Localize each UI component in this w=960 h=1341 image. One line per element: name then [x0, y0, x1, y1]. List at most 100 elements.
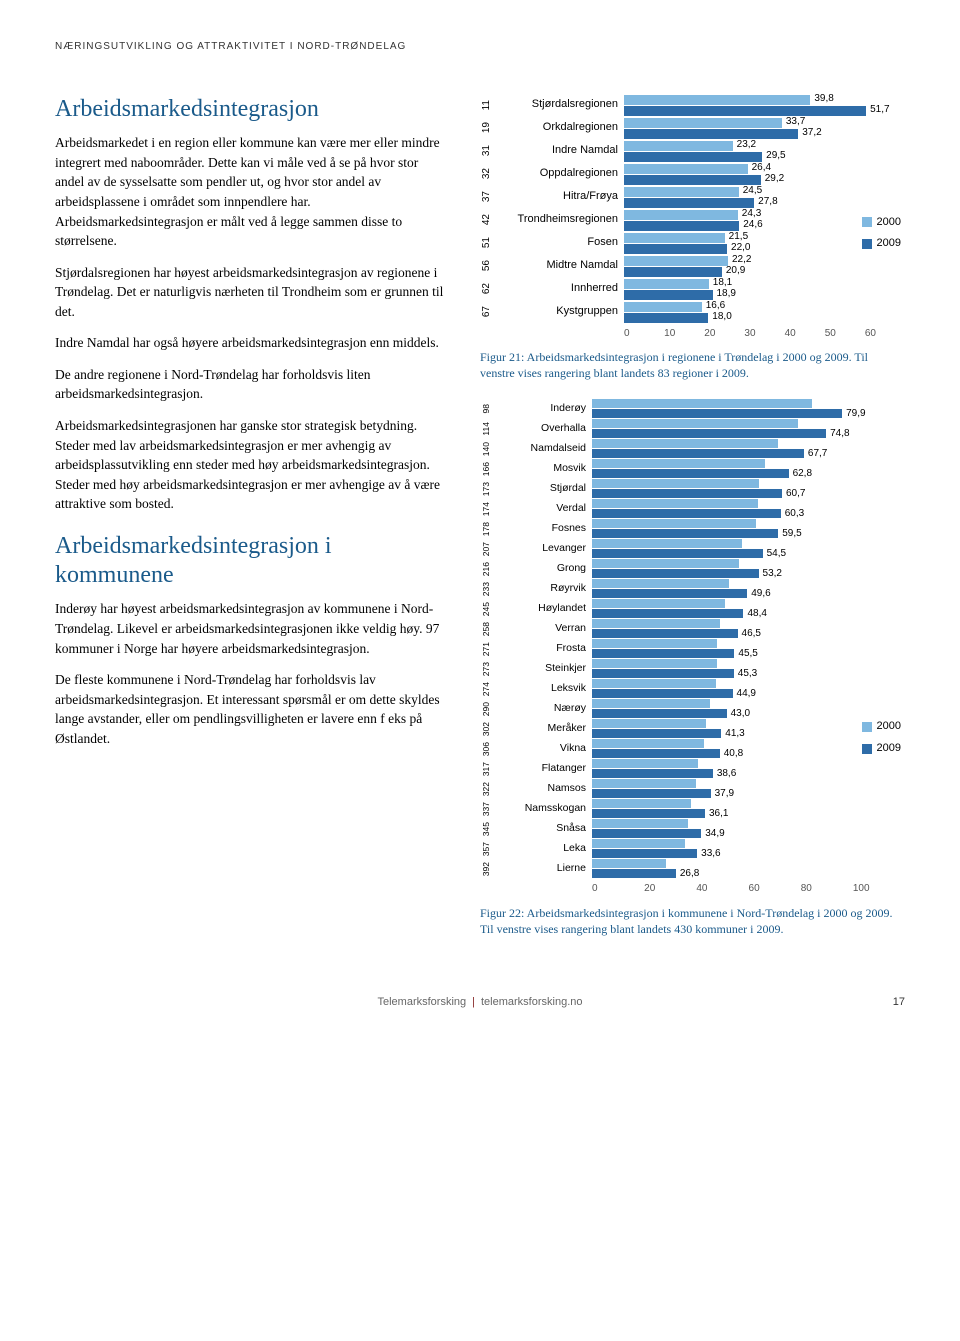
- row-bars: 21,522,0: [624, 233, 905, 254]
- row-label: Oppdalregionen: [502, 166, 624, 182]
- row-label: Flatanger: [500, 761, 592, 776]
- chart2-row: 357Leka33,6: [480, 839, 905, 858]
- row-rank: 258: [480, 622, 500, 636]
- bar-2009: 74,8: [592, 429, 905, 438]
- row-rank: 178: [480, 522, 500, 536]
- row-rank: 207: [480, 542, 500, 556]
- bar-2009: 26,8: [592, 869, 905, 878]
- bar-2009: 34,9: [592, 829, 905, 838]
- bar-value: 29,2: [765, 172, 784, 187]
- row-label: Grong: [500, 561, 592, 576]
- row-rank: 140: [480, 442, 500, 456]
- row-rank: 51: [480, 237, 502, 248]
- row-bars: 46,5: [592, 619, 905, 638]
- chart1-row: 32Oppdalregionen26,429,2: [480, 164, 905, 185]
- bar-value: 26,8: [680, 867, 699, 882]
- row-rank: 19: [480, 122, 502, 133]
- row-bars: 49,6: [592, 579, 905, 598]
- bar-2000: 33,7: [624, 118, 905, 128]
- row-bars: 45,3: [592, 659, 905, 678]
- row-bars: 45,5: [592, 639, 905, 658]
- row-bars: 67,7: [592, 439, 905, 458]
- chart2-row: 216Grong53,2: [480, 559, 905, 578]
- row-bars: 24,324,6: [624, 210, 905, 231]
- bar-2009: 53,2: [592, 569, 905, 578]
- row-rank: 357: [480, 842, 500, 856]
- row-rank: 322: [480, 782, 500, 796]
- bar-2009: 29,2: [624, 175, 905, 185]
- chart2-row: 114Overhalla74,8: [480, 419, 905, 438]
- bar-2009: 51,7: [624, 106, 905, 116]
- row-rank: 345: [480, 822, 500, 836]
- row-bars: 18,118,9: [624, 279, 905, 300]
- bar-2009: 48,4: [592, 609, 905, 618]
- chart2-row: 306Vikna40,8: [480, 739, 905, 758]
- bar-2009: 40,8: [592, 749, 905, 758]
- row-rank: 42: [480, 214, 502, 225]
- row-bars: 48,4: [592, 599, 905, 618]
- bar-2009: 45,3: [592, 669, 905, 678]
- row-bars: 43,0: [592, 699, 905, 718]
- row-bars: 39,851,7: [624, 95, 905, 116]
- row-label: Inderøy: [500, 401, 592, 416]
- row-label: Lierne: [500, 861, 592, 876]
- chart2-row: 274Leksvik44,9: [480, 679, 905, 698]
- bar-2000: [592, 819, 905, 828]
- row-label: Hitra/Frøya: [502, 189, 624, 205]
- bar-2009: 27,8: [624, 198, 905, 208]
- row-bars: 40,8: [592, 739, 905, 758]
- chart1-caption: Figur 21: Arbeidsmarkedsintegrasjon i re…: [480, 349, 905, 381]
- row-rank: 62: [480, 283, 502, 294]
- bar-2000: [592, 719, 905, 728]
- bar-2009: 46,5: [592, 629, 905, 638]
- chart2-row: 302Meråker41,3: [480, 719, 905, 738]
- heading-kommunene: Arbeidsmarkedsintegrasjon i kommunene: [55, 532, 450, 590]
- bar-2009: 67,7: [592, 449, 905, 458]
- bar-2000: [592, 439, 905, 448]
- chart1-row: 62Innherred18,118,9: [480, 279, 905, 300]
- bar-2009: 43,0: [592, 709, 905, 718]
- body-paragraph: Inderøy har høyest arbeidsmarkedsintegra…: [55, 599, 450, 658]
- bar-2000: [592, 759, 905, 768]
- right-column: 2000 2009 11Stjørdalsregionen39,851,719O…: [480, 95, 905, 956]
- bar-2000: 16,6: [624, 302, 905, 312]
- row-rank: 32: [480, 168, 502, 179]
- row-label: Mosvik: [500, 461, 592, 476]
- bar-2009: 38,6: [592, 769, 905, 778]
- chart2-row: 290Nærøy43,0: [480, 699, 905, 718]
- row-label: Orkdalregionen: [502, 120, 624, 136]
- bar-2009: 29,5: [624, 152, 905, 162]
- chart2-row: 337Namsskogan36,1: [480, 799, 905, 818]
- row-bars: 37,9: [592, 779, 905, 798]
- bar-2009: 49,6: [592, 589, 905, 598]
- row-bars: 54,5: [592, 539, 905, 558]
- chart2-row: 345Snåsa34,9: [480, 819, 905, 838]
- body-paragraph: Stjørdalsregionen har høyest arbeidsmark…: [55, 263, 450, 322]
- row-bars: 22,220,9: [624, 256, 905, 277]
- bar-2009: 62,8: [592, 469, 905, 478]
- row-label: Fosen: [502, 235, 624, 251]
- row-label: Verran: [500, 621, 592, 636]
- row-label: Frosta: [500, 641, 592, 656]
- bar-2000: [592, 459, 905, 468]
- bar-2000: [592, 419, 905, 428]
- bar-2000: [592, 499, 905, 508]
- row-label: Verdal: [500, 501, 592, 516]
- row-rank: 273: [480, 662, 500, 676]
- row-label: Stjørdalsregionen: [502, 97, 624, 113]
- row-rank: 317: [480, 762, 500, 776]
- row-label: Stjørdal: [500, 481, 592, 496]
- row-label: Namsos: [500, 781, 592, 796]
- bar-2009: 59,5: [592, 529, 905, 538]
- chart1-row: 56Midtre Namdal22,220,9: [480, 256, 905, 277]
- row-label: Innherred: [502, 281, 624, 297]
- chart2-row: 166Mosvik62,8: [480, 459, 905, 478]
- row-label: Snåsa: [500, 821, 592, 836]
- bar-2009: 36,1: [592, 809, 905, 818]
- footer-separator: |: [472, 995, 475, 1011]
- row-bars: 60,7: [592, 479, 905, 498]
- footer-site: telemarksforsking.no: [481, 995, 583, 1011]
- body-paragraph: Arbeidsmarkedsintegrasjonen har ganske s…: [55, 416, 450, 514]
- body-paragraph: De fleste kommunene i Nord-Trøndelag har…: [55, 670, 450, 748]
- row-bars: 23,229,5: [624, 141, 905, 162]
